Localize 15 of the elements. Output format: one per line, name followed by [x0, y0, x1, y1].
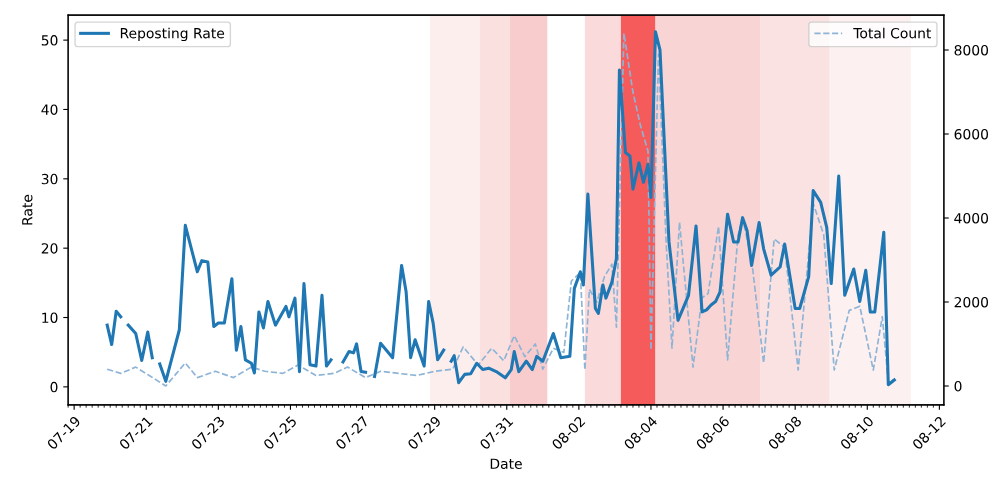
- y2-tick-label: 8000: [954, 44, 989, 56]
- y-tick-label: 40: [41, 104, 58, 115]
- legend-label: Total Count: [853, 27, 932, 39]
- y-tick-label: 50: [41, 35, 58, 46]
- y2-tick-label: 6000: [954, 128, 989, 140]
- y2-tick-label: 4000: [954, 212, 989, 224]
- x-axis-title: Date: [490, 458, 522, 469]
- y-axis-title: Rate: [22, 194, 33, 225]
- y2-tick-label: 0: [954, 380, 962, 392]
- y-tick-label: 20: [41, 243, 58, 254]
- y2-tick-label: 2000: [954, 296, 989, 308]
- y-tick-label: 30: [41, 173, 58, 185]
- y-tick-label: 10: [42, 312, 58, 323]
- legend-label: Reposting Rate: [120, 27, 225, 42]
- y-tick-label: 0: [50, 381, 58, 393]
